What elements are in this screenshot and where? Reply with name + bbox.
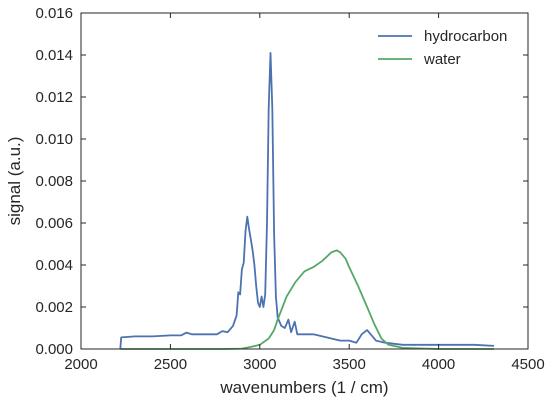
series-line-water: [120, 249, 494, 350]
x-tick-label: 4500: [511, 356, 544, 373]
x-tick-label: 3500: [333, 356, 366, 373]
y-axis: 0.000 0.002 0.004 0.006 0.008 0.010 0.012 0.014…: [35, 5, 528, 358]
y-tick-label: 0.012: [35, 89, 73, 106]
y-tick-label: 0.002: [35, 299, 73, 316]
y-axis-label: signal (a.u.): [5, 137, 24, 226]
legend: hydrocarbon water: [378, 28, 507, 68]
plot-series-group: [119, 52, 495, 350]
y-tick-label: 0.014: [35, 47, 73, 64]
y-tick-label: 0.004: [35, 257, 73, 274]
x-tick-label: 2500: [154, 356, 187, 373]
x-tick-label: 3000: [243, 356, 276, 373]
y-tick-label: 0.000: [35, 341, 73, 358]
x-axis-label: wavenumbers (1 / cm): [219, 378, 388, 397]
legend-label-water: water: [423, 51, 461, 68]
x-tick-label: 4000: [422, 356, 455, 373]
x-tick-label: 2000: [64, 356, 97, 373]
legend-label-hydrocarbon: hydrocarbon: [424, 28, 507, 45]
y-tick-label: 0.006: [35, 215, 73, 232]
series-line-hydrocarbon: [119, 52, 495, 350]
x-axis: 2000 2500 3000 3500 4000 4500: [64, 13, 545, 373]
y-tick-label: 0.010: [35, 131, 73, 148]
y-tick-label: 0.008: [35, 173, 73, 190]
y-tick-label: 0.016: [35, 5, 73, 22]
